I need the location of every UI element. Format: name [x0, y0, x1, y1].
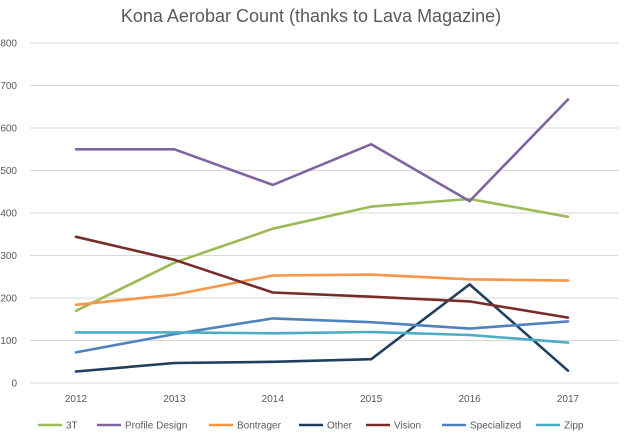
legend-label: Zipp [564, 421, 584, 432]
x-tick-label: 2017 [557, 394, 580, 405]
series-line-specialized [74, 317, 570, 354]
y-tick-label: 500 [0, 166, 17, 177]
y-tick-label: 0 [11, 379, 17, 390]
x-tick-label: 2015 [360, 394, 383, 405]
series-line-other [74, 283, 570, 373]
legend-label: Other [327, 421, 353, 432]
legend-item-other: Other [299, 421, 353, 432]
legend-label: Bontrager [237, 421, 282, 432]
legend-label: Vision [394, 421, 421, 432]
x-tick-label: 2014 [262, 394, 285, 405]
legend-item-3t: 3T [38, 421, 78, 432]
x-tick-label: 2016 [458, 394, 481, 405]
legend-item-zipp: Zipp [536, 421, 584, 432]
gridlines [30, 42, 619, 384]
series-line-bontrager [74, 273, 570, 307]
legend-label: Specialized [470, 421, 521, 432]
y-tick-label: 200 [0, 294, 17, 305]
y-tick-label: 800 [0, 39, 17, 50]
series-line-profile-design [74, 98, 570, 203]
legend-item-vision: Vision [366, 421, 421, 432]
y-tick-label: 700 [0, 81, 17, 92]
series-line-vision [74, 235, 570, 319]
axes: 0 100 200 300 400 500 600 700 800 2012 2013 2014 201… [0, 39, 579, 406]
x-tick-label: 2013 [163, 394, 186, 405]
series-line-3t [74, 197, 570, 313]
legend-label: 3T [66, 421, 78, 432]
legend-item-bontrager: Bontrager [209, 421, 282, 432]
y-tick-label: 600 [0, 124, 17, 135]
y-tick-label: 400 [0, 209, 17, 220]
legend-item-specialized: Specialized [442, 421, 521, 432]
series-line-zipp [74, 330, 570, 344]
y-tick-label: 300 [0, 251, 17, 262]
y-tick-label: 100 [0, 336, 17, 347]
legend-item-profile-design: Profile Design [97, 421, 187, 432]
legend: 3T Profile Design Bontrager Other Vision Spec… [38, 421, 584, 432]
legend-label: Profile Design [125, 421, 187, 432]
x-tick-label: 2012 [65, 394, 88, 405]
series-lines [74, 98, 570, 373]
chart-title: Kona Aerobar Count (thanks to Lava Magaz… [121, 6, 501, 26]
